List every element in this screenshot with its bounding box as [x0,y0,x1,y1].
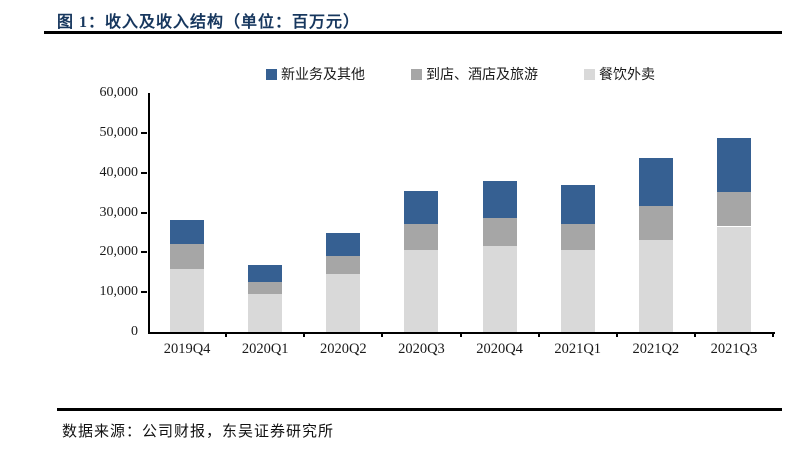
x-axis-tick-mark [459,332,462,337]
bar-segment [716,226,751,332]
bar-segment [404,249,439,332]
bar-segment [326,274,361,332]
bar-segment [560,250,595,332]
bar-segment [482,217,517,247]
bar-segment [326,233,361,256]
bar-segment [170,219,205,245]
title-divider-line [44,31,782,34]
y-axis-tick-label: 50,000 [99,124,139,140]
bar-segment [248,281,283,295]
y-axis-tick-label: 40,000 [99,164,139,180]
bar-segment [404,223,439,250]
legend-swatch-icon [411,68,422,80]
x-axis-tick-label: 2021Q2 [632,341,680,357]
x-axis-tick-label: 2020Q2 [319,341,367,357]
x-axis-tick-mark [615,332,618,337]
x-axis-tick-mark [225,332,228,337]
y-axis-tick-label: 60,000 [99,85,139,100]
x-axis-tick-mark [381,332,384,337]
y-axis-tick-mark [141,171,147,174]
x-axis-tick-label: 2020Q4 [476,341,523,357]
legend-label: 到店、酒店及旅游 [426,68,538,83]
legend-item: 到店、酒店及旅游 [411,64,538,84]
data-source-note: 数据来源：公司财报，东吴证券研究所 [62,424,335,440]
bar-segment [638,239,673,332]
bar-segment [170,269,205,332]
x-axis-tick-mark [772,332,774,337]
x-axis-tick-mark [537,332,540,337]
x-axis-tick-label: 2019Q4 [163,341,211,357]
figure-title: 图 1：收入及收入结构（单位：百万元） [57,14,361,31]
bar-segment [482,246,517,332]
bar-segment [560,223,595,251]
y-axis-tick-label: 0 [131,324,138,339]
x-axis-tick-label: 2021Q3 [710,341,758,357]
legend-item: 餐饮外卖 [584,64,655,84]
y-axis-tick-mark [141,291,147,294]
bar-segment [248,265,283,282]
plot-area [148,93,775,334]
bar-segment [482,180,517,218]
x-axis-tick-mark [693,332,696,337]
bar-segment [170,244,205,270]
bar-segment [560,184,595,224]
bar-segment [638,157,673,206]
legend-label: 餐饮外卖 [599,68,655,83]
legend-label: 新业务及其他 [281,68,365,83]
bar-segment [404,190,439,224]
x-axis-tick-label: 2020Q1 [241,341,289,357]
y-axis-tick-mark [141,211,147,214]
legend-item: 新业务及其他 [266,64,365,84]
bar-segment [248,294,283,332]
x-axis-tick-label: 2021Q1 [554,341,602,357]
bar-segment [716,137,751,193]
y-axis-tick-label: 10,000 [99,284,139,300]
y-axis-tick-label: 20,000 [99,244,139,260]
chart-legend: 新业务及其他 到店、酒店及旅游 餐饮外卖 [148,64,773,84]
bar-segment [326,255,361,275]
bar-segment [638,205,673,240]
bar-segment [716,192,751,227]
x-axis-tick-label: 2020Q3 [398,341,445,357]
x-axis-tick-mark [303,332,306,337]
y-axis-tick-label: 30,000 [99,204,139,220]
y-axis-tick-mark [141,131,147,134]
legend-swatch-icon [584,68,595,80]
footer-divider-line [57,408,782,411]
y-axis-tick-mark [141,251,147,254]
legend-swatch-icon [266,68,277,80]
